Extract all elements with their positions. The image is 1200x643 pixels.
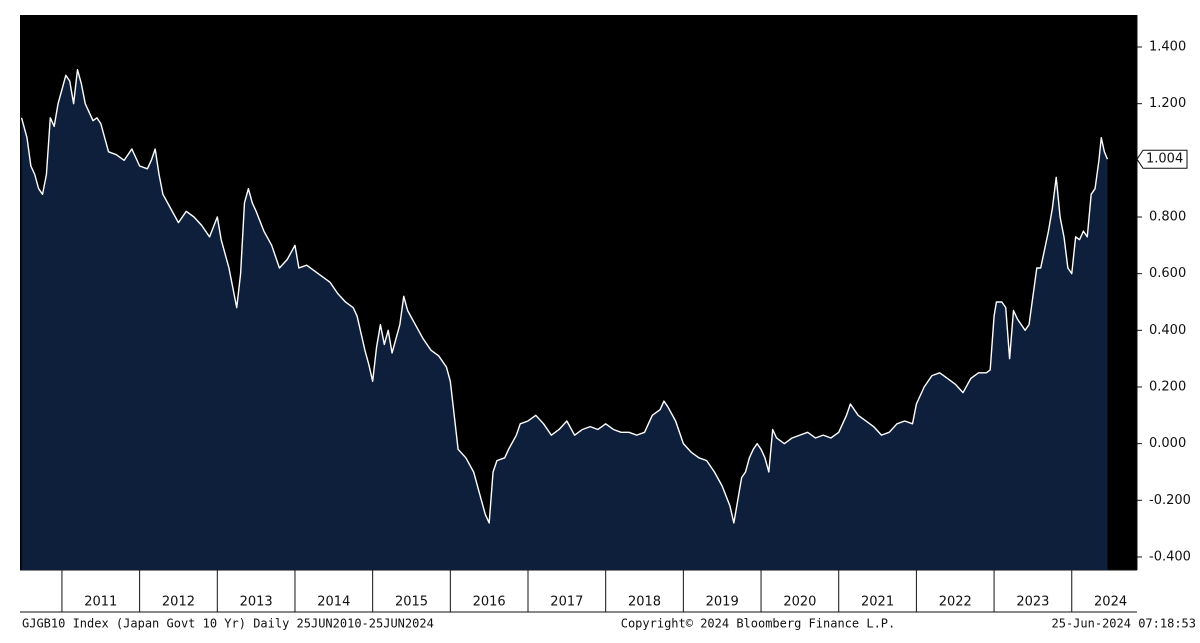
x-tick-label: 2011 <box>84 595 117 610</box>
y-tick-label: 0.200 <box>1149 379 1186 394</box>
x-tick-label: 2024 <box>1094 595 1127 610</box>
footer-center: Copyright© 2024 Bloomberg Finance L.P. <box>621 617 896 631</box>
y-tick-label: 0.800 <box>1149 209 1186 224</box>
line <box>20 68 1109 524</box>
x-tick-label: 2020 <box>783 595 816 610</box>
x-tick-label: 2017 <box>550 595 583 610</box>
y-tick-label: -0.200 <box>1149 493 1191 508</box>
y-tick-label: 1.400 <box>1149 40 1186 55</box>
x-tick-label: 2012 <box>162 595 195 610</box>
x-tick-label: 2023 <box>1016 595 1049 610</box>
x-tick-label: 2022 <box>939 595 972 610</box>
footer-left: GJGB10 Index (Japan Govt 10 Yr) Daily 25… <box>22 617 434 631</box>
area <box>21 69 1108 571</box>
y-tick-label: 1.200 <box>1149 96 1186 111</box>
x-tick-label: 2013 <box>240 595 273 610</box>
last-value-callout <box>1136 149 1188 169</box>
footer-right: 25-Jun-2024 07:18:53 <box>1052 617 1197 631</box>
x-tick-label: 2018 <box>628 595 661 610</box>
y-tick-label: -0.400 <box>1149 549 1191 564</box>
y-tick-label: 0.400 <box>1149 323 1186 338</box>
x-tick-label: 2016 <box>473 595 506 610</box>
x-tick-label: 2015 <box>395 595 428 610</box>
y-tick-label: 0.600 <box>1149 266 1186 281</box>
x-tick-label: 2014 <box>317 595 350 610</box>
last-value-label: 1.004 <box>1146 152 1183 167</box>
x-tick-label: 2021 <box>861 595 894 610</box>
y-tick-label: 0.000 <box>1149 436 1186 451</box>
x-tick-label: 2019 <box>706 595 739 610</box>
